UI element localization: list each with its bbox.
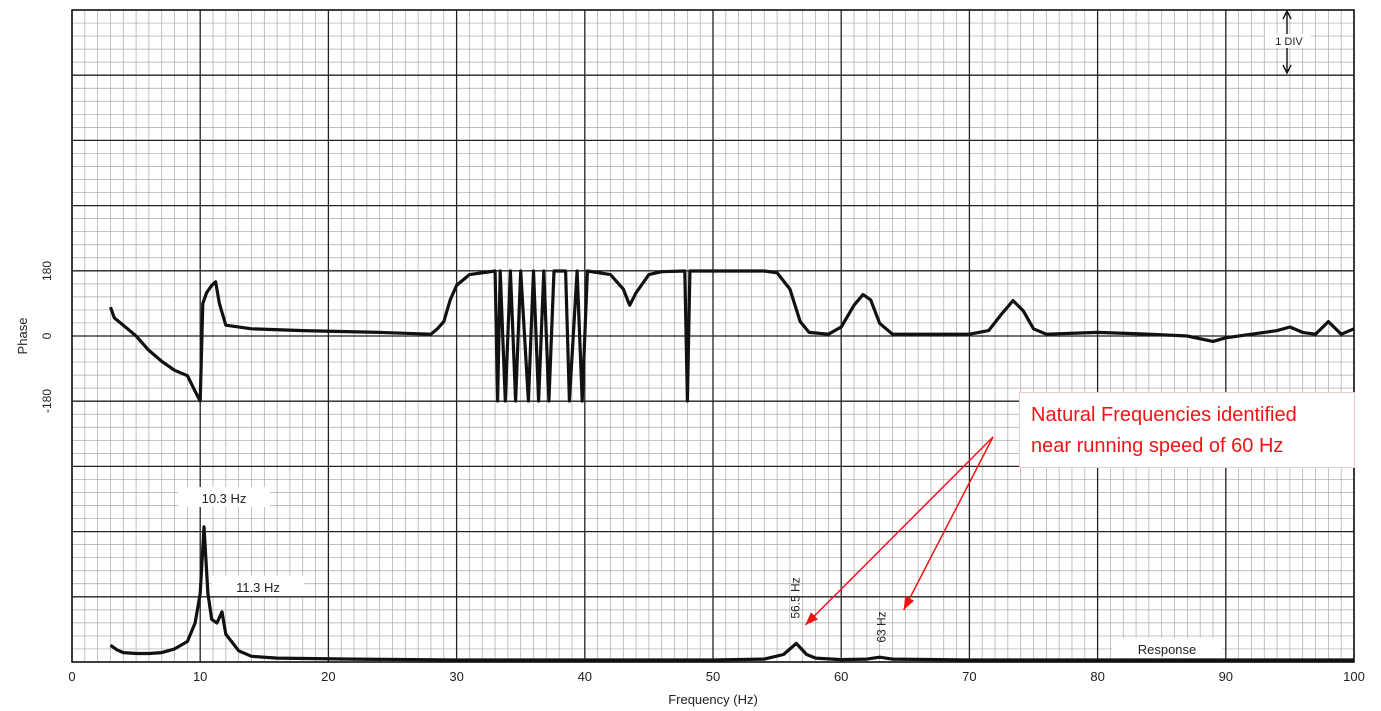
phase-tick-label: 180 bbox=[40, 261, 54, 281]
callout-arrow-line bbox=[902, 436, 994, 611]
natural-frequency-callout: Natural Frequencies identified near runn… bbox=[1019, 392, 1355, 468]
x-tick-label: 70 bbox=[962, 669, 976, 684]
callout-arrow-head bbox=[903, 596, 915, 610]
div-marker-bg bbox=[1265, 34, 1311, 48]
response-label: Response bbox=[1138, 642, 1197, 657]
peak-label: 10.3 Hz bbox=[202, 491, 247, 506]
x-tick-label: 10 bbox=[193, 669, 207, 684]
peak-label: 11.3 Hz bbox=[236, 580, 280, 595]
callout-line-1: Natural Frequencies identified bbox=[1031, 404, 1297, 426]
phase-line bbox=[108, 269, 1355, 403]
x-tick-label: 0 bbox=[68, 669, 75, 684]
plot-frame bbox=[71, 9, 1355, 663]
x-tick-label: 90 bbox=[1219, 669, 1233, 684]
peak-label: 56.5 Hz bbox=[788, 577, 802, 618]
x-tick-label: 100 bbox=[1343, 669, 1365, 684]
callout-arrow-head bbox=[805, 612, 819, 625]
div-marker-label: 1 DIV bbox=[1275, 36, 1303, 48]
response-label-bg bbox=[1112, 638, 1222, 658]
x-tick-label: 50 bbox=[706, 669, 720, 684]
phase-tick-label: -180 bbox=[40, 389, 54, 413]
x-tick-label: 30 bbox=[449, 669, 463, 684]
peak-label-bg bbox=[178, 487, 270, 507]
callout-arrow-line bbox=[804, 436, 994, 626]
x-axis-label: Frequency (Hz) bbox=[668, 692, 758, 707]
phase-axis-label: Phase bbox=[15, 318, 30, 355]
response-line bbox=[109, 525, 1354, 662]
peak-label-bg bbox=[212, 576, 304, 596]
series bbox=[108, 269, 1355, 662]
labels: Response 10.3 Hz 11.3 Hz 56.5 Hz 63 Hz bbox=[178, 487, 1222, 658]
axes: 0 10 20 30 40 50 60 70 80 90 100 Frequency (Hz) 180 0… bbox=[15, 9, 1365, 707]
phase-tick-label: 0 bbox=[40, 332, 54, 339]
x-tick-label: 80 bbox=[1090, 669, 1104, 684]
div-marker-arrow-down bbox=[1282, 64, 1292, 75]
callout-arrows bbox=[804, 436, 994, 626]
x-tick-label: 20 bbox=[321, 669, 335, 684]
div-marker-arrow-up bbox=[1282, 9, 1292, 20]
x-tick-label: 40 bbox=[578, 669, 592, 684]
peak-label: 63 Hz bbox=[875, 611, 889, 642]
x-tick-label: 60 bbox=[834, 669, 848, 684]
callout-line-2: near running speed of 60 Hz bbox=[1031, 435, 1284, 457]
